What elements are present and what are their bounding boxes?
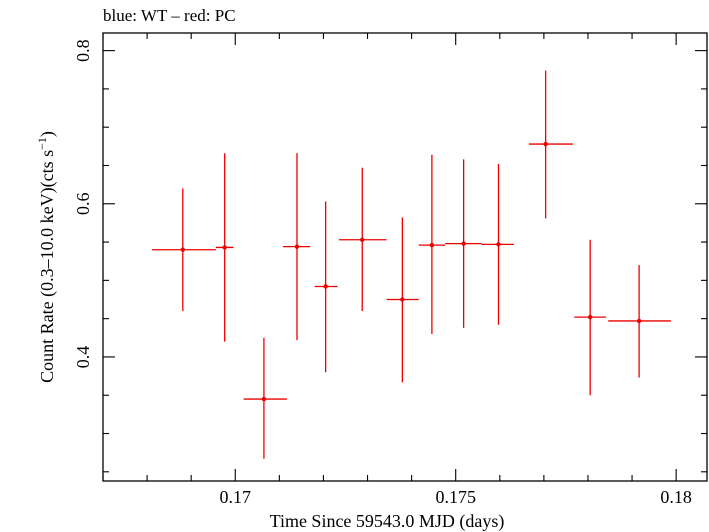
data-point	[481, 163, 514, 325]
data-point	[215, 153, 234, 342]
x-tick-label: 0.175	[435, 487, 476, 507]
y-axis-ticks: 0.4 0.6 0.8	[73, 39, 707, 473]
data-marker	[636, 318, 642, 324]
data-point	[314, 201, 338, 373]
data-point	[528, 70, 573, 219]
chart-title: blue: WT – red: PC	[103, 6, 236, 25]
data-marker	[587, 314, 593, 320]
data-point	[338, 167, 387, 311]
y-axis-label-sup: −1	[35, 137, 49, 150]
data-marker	[543, 141, 548, 147]
plot-frame	[102, 32, 708, 482]
data-marker	[461, 241, 466, 246]
data-marker	[429, 242, 435, 248]
data-point	[243, 337, 287, 459]
data-point	[386, 217, 419, 383]
x-tick-label: 0.18	[660, 487, 692, 507]
data-point	[445, 159, 482, 328]
data-marker	[400, 297, 405, 302]
y-tick-label: 0.4	[73, 346, 93, 369]
data-marker	[323, 284, 328, 289]
data-marker	[294, 244, 300, 249]
data-point	[574, 239, 607, 396]
data-series-pc	[151, 70, 671, 459]
data-marker	[222, 245, 227, 250]
y-axis-label: Count Rate (0.3–10.0 keV)(cts s−1)	[35, 131, 58, 383]
x-axis-ticks: 0.17 0.175 0.18	[102, 33, 692, 507]
data-marker	[496, 242, 501, 247]
y-tick-label: 0.8	[73, 39, 93, 62]
data-point	[418, 154, 446, 334]
y-axis-label-close: )	[37, 131, 58, 137]
y-tick-label: 0.6	[73, 193, 93, 216]
x-axis-label: Time Since 59543.0 MJD (days)	[270, 511, 505, 532]
data-point	[151, 188, 216, 311]
x-tick-label: 0.17	[220, 487, 252, 507]
data-marker	[360, 237, 365, 242]
data-marker	[261, 396, 267, 402]
data-marker	[180, 247, 185, 252]
y-axis-label-main: Count Rate (0.3–10.0 keV)(cts s	[37, 150, 58, 383]
data-point	[282, 153, 311, 341]
data-point	[608, 265, 671, 378]
